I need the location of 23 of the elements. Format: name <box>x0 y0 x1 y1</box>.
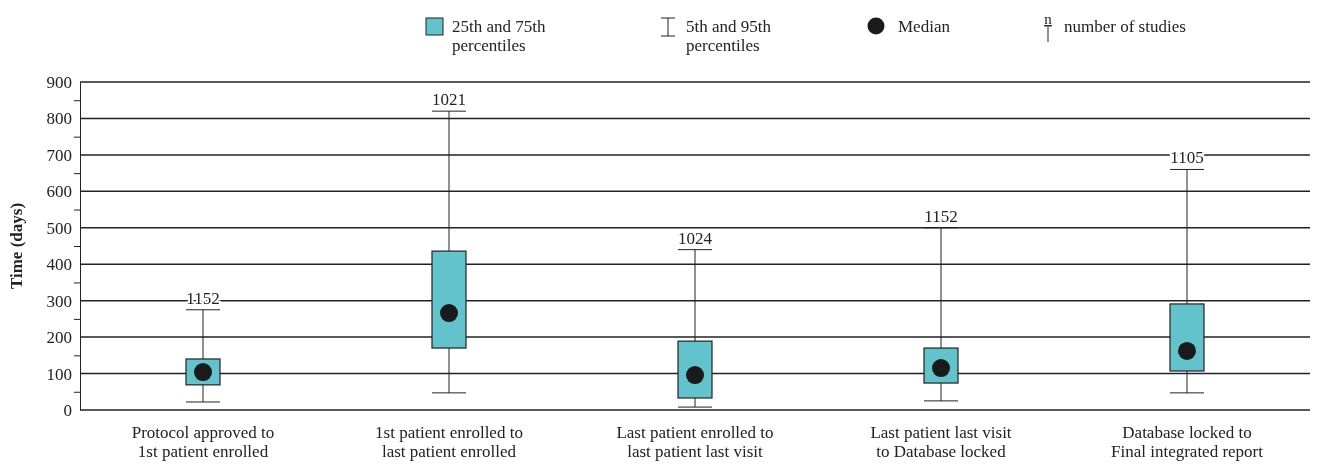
y-tick-label: 900 <box>46 72 72 92</box>
annotation: 1152 <box>924 206 958 226</box>
y-tick-label: 0 <box>63 400 72 420</box>
y-tick-label: 500 <box>46 218 72 238</box>
y-tick-label: 700 <box>46 145 72 165</box>
x-tick-label: Last patient enrolled to last patient last visit <box>616 423 774 461</box>
y-tick-label: 300 <box>46 291 72 311</box>
y-tick-label: 200 <box>46 328 72 348</box>
x-tick-label: Protocol approved to 1st patient enrolled <box>131 423 275 461</box>
x-tick-label: Database locked to Final integrated report <box>1110 423 1264 461</box>
y-tick-label: 600 <box>46 182 72 202</box>
y-tick-label: 100 <box>46 364 72 384</box>
x-tick-label: Last patient last visit to Database locked <box>870 423 1012 461</box>
text: 5th and 95th percentiles <box>686 17 772 55</box>
annotation: 1021 <box>432 90 466 110</box>
annotation: 1024 <box>678 228 713 248</box>
y-tick-label: 400 <box>46 255 72 275</box>
text: 25th and 75th percentiles <box>452 17 546 55</box>
text: Median <box>898 17 951 36</box>
text: number of studies <box>1064 17 1186 36</box>
x-tick-label: 1st patient enrolled to last patient enrolled <box>375 423 523 461</box>
y-axis-title: Time (days) <box>7 202 26 290</box>
y-tick-label: 800 <box>46 109 72 129</box>
